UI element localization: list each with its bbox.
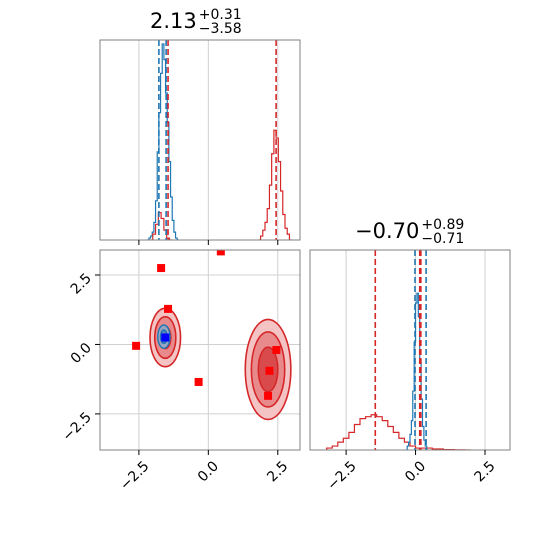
hist-param-1-title-minus: −3.58: [198, 21, 242, 37]
hist-param-2-title-minus: −0.71: [421, 231, 465, 247]
scatter-param-1-2-red-point-3: [164, 304, 173, 313]
hist-param-1-title: 2.13 +0.31 −3.58: [150, 8, 242, 36]
hist-param-1-title-value: 2.13: [150, 9, 197, 33]
hist-param-1-title-plus: +0.31: [198, 7, 242, 23]
hist-param-2-frame: [309, 249, 511, 451]
hist-param-1-frame: [99, 39, 301, 241]
hist-param-2-series-0: [326, 414, 472, 450]
hist-param-1-area: [138, 40, 292, 240]
scatter-param-1-2-xtick-label-0: −2.5: [117, 458, 152, 493]
scatter-param-1-2-xtick-label-2: 2.5: [264, 458, 291, 485]
hist-param-2-xtick-label-2: 2.5: [472, 458, 499, 485]
scatter-param-1-2-red-point-1: [216, 250, 225, 256]
hist-param-2-title-plus: +0.89: [421, 217, 465, 233]
hist-param-2-xtick-label-0: −2.5: [324, 458, 359, 493]
scatter-param-1-2-frame: [99, 249, 301, 451]
scatter-param-1-2-red-point-5: [272, 346, 281, 354]
scatter-param-1-2-red-point-6: [265, 366, 274, 375]
hist-param-2-xtick-label-1: 0.0: [402, 458, 429, 485]
scatter-param-1-2-area: [100, 250, 300, 450]
hist-param-2-area: [326, 250, 486, 450]
scatter-param-1-2-ytick-label-0: −2.5: [59, 409, 94, 444]
hist-param-2-title-value: −0.70: [355, 219, 420, 243]
hist-param-1-series-0: [147, 43, 179, 240]
scatter-param-1-2-ytick-label-2: 2.5: [68, 271, 95, 298]
scatter-param-1-2-blue-point-0: [161, 333, 170, 342]
scatter-param-1-2-red-point-0: [157, 264, 166, 273]
scatter-param-1-2-red-point-7: [264, 391, 273, 400]
scatter-param-1-2-red-point-4: [194, 377, 203, 386]
scatter-param-1-2-ytick-label-1: 0.0: [68, 340, 95, 367]
scatter-param-1-2-red-point-2: [132, 341, 141, 350]
hist-param-2-title: −0.70 +0.89 −0.71: [355, 218, 464, 246]
scatter-param-1-2-xtick-label-1: 0.0: [195, 458, 222, 485]
hist-param-2-series-1: [405, 292, 429, 450]
hist-param-1-series-2: [258, 129, 292, 240]
